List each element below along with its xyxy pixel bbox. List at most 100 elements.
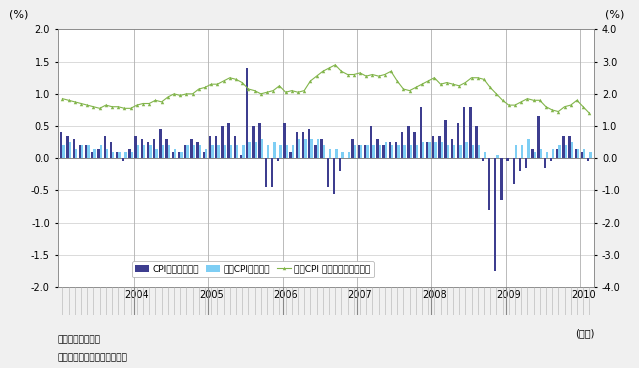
Bar — [277, 158, 279, 162]
Bar — [327, 158, 329, 187]
Bar — [298, 139, 300, 158]
Bar — [104, 136, 106, 158]
Bar — [116, 152, 118, 158]
Bar — [128, 149, 130, 158]
Bar — [453, 145, 456, 158]
Bar — [187, 145, 189, 158]
Bar — [465, 142, 468, 158]
Bar — [320, 139, 323, 158]
Bar — [110, 142, 112, 158]
Bar — [155, 149, 158, 158]
Bar — [286, 145, 288, 158]
Bar — [589, 152, 592, 158]
Bar — [88, 145, 89, 158]
Bar — [376, 139, 378, 158]
Bar — [574, 149, 577, 158]
Bar — [221, 126, 224, 158]
Bar — [519, 158, 521, 171]
Bar — [261, 139, 263, 158]
Bar — [438, 136, 440, 158]
Bar — [568, 136, 571, 158]
Bar — [564, 145, 567, 158]
Bar — [469, 107, 472, 158]
Bar — [391, 145, 394, 158]
Bar — [308, 129, 311, 158]
Bar — [147, 142, 150, 158]
Bar — [159, 129, 162, 158]
Bar — [203, 152, 205, 158]
Bar — [150, 145, 151, 158]
Bar — [289, 152, 292, 158]
Bar — [246, 68, 249, 158]
Bar — [279, 145, 282, 158]
コアCPI 前年同月比（右軸） — [511, 103, 519, 107]
Bar — [224, 145, 226, 158]
Bar — [463, 107, 465, 158]
Bar — [364, 145, 366, 158]
コアCPI 前年同月比（右軸） — [114, 105, 122, 109]
Bar — [60, 132, 63, 158]
Bar — [192, 145, 195, 158]
Bar — [544, 158, 546, 168]
Bar — [66, 136, 68, 158]
Bar — [440, 142, 443, 158]
Bar — [227, 123, 230, 158]
Bar — [428, 142, 431, 158]
Bar — [249, 142, 250, 158]
Bar — [401, 132, 403, 158]
Bar — [354, 145, 356, 158]
Bar — [403, 145, 406, 158]
Bar — [488, 158, 490, 210]
Bar — [168, 145, 170, 158]
Bar — [478, 145, 480, 158]
Text: 備考：季節調整。: 備考：季節調整。 — [58, 335, 100, 344]
Bar — [258, 123, 261, 158]
Bar — [314, 145, 316, 158]
コアCPI 前年同月比（右軸） — [312, 74, 320, 78]
Bar — [378, 145, 381, 158]
Bar — [341, 152, 344, 158]
Bar — [385, 142, 387, 158]
Bar — [525, 158, 527, 168]
Bar — [296, 132, 298, 158]
Bar — [457, 123, 459, 158]
Bar — [531, 149, 534, 158]
Bar — [435, 142, 436, 158]
Bar — [348, 152, 350, 158]
Bar — [413, 132, 416, 158]
Bar — [184, 145, 187, 158]
コアCPI 前年同月比（右軸） — [468, 75, 475, 80]
Bar — [79, 145, 81, 158]
Bar — [91, 152, 93, 158]
Bar — [366, 145, 369, 158]
Bar — [174, 149, 176, 158]
Bar — [500, 158, 502, 200]
コアCPI 前年同月比（右軸） — [59, 96, 66, 101]
Bar — [215, 136, 217, 158]
Bar — [153, 139, 155, 158]
Bar — [254, 142, 257, 158]
Bar — [292, 145, 294, 158]
Bar — [494, 158, 497, 271]
Bar — [180, 152, 183, 158]
Bar — [552, 149, 555, 158]
Bar — [562, 136, 564, 158]
Bar — [118, 152, 121, 158]
Bar — [521, 145, 523, 158]
Bar — [316, 139, 319, 158]
コアCPI 前年同月比（右軸） — [84, 103, 91, 107]
Line: コアCPI 前年同月比（右軸）: コアCPI 前年同月比（右軸） — [61, 63, 591, 115]
Bar — [199, 145, 201, 158]
Bar — [581, 152, 583, 158]
Bar — [475, 126, 478, 158]
Bar — [97, 149, 100, 158]
Bar — [506, 158, 509, 162]
コアCPI 前年同月比（右軸） — [332, 63, 339, 67]
Bar — [252, 126, 254, 158]
Bar — [577, 149, 580, 158]
Bar — [426, 142, 428, 158]
Bar — [335, 149, 337, 158]
Bar — [459, 145, 461, 158]
Bar — [267, 145, 270, 158]
Bar — [106, 149, 108, 158]
